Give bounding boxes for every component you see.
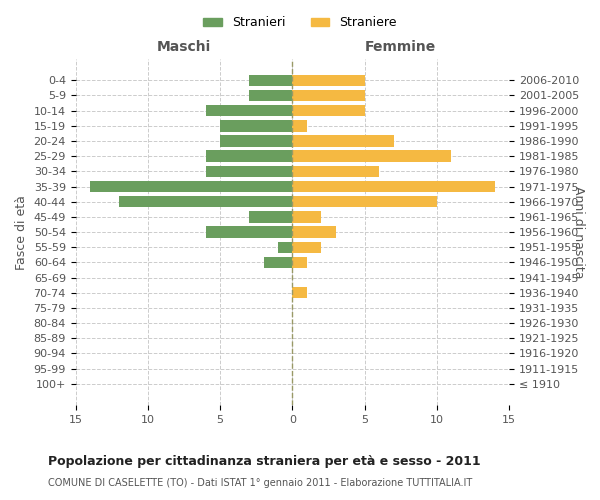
- Bar: [220, 120, 292, 132]
- Bar: [292, 136, 394, 146]
- Bar: [292, 196, 437, 207]
- Text: COMUNE DI CASELETTE (TO) - Dati ISTAT 1° gennaio 2011 - Elaborazione TUTTITALIA.: COMUNE DI CASELETTE (TO) - Dati ISTAT 1°…: [48, 478, 472, 488]
- Bar: [206, 105, 292, 117]
- Bar: [220, 136, 292, 146]
- Bar: [206, 226, 292, 238]
- Bar: [292, 211, 322, 222]
- Bar: [292, 256, 307, 268]
- Bar: [292, 90, 365, 101]
- Bar: [249, 211, 292, 222]
- Bar: [249, 90, 292, 101]
- Bar: [292, 181, 495, 192]
- Y-axis label: Fasce di età: Fasce di età: [15, 194, 28, 270]
- Y-axis label: Anni di nascita: Anni di nascita: [572, 186, 585, 278]
- Bar: [292, 166, 379, 177]
- Bar: [292, 105, 365, 117]
- Bar: [206, 166, 292, 177]
- Bar: [206, 150, 292, 162]
- Bar: [249, 74, 292, 86]
- Text: Maschi: Maschi: [157, 40, 211, 54]
- Text: Femmine: Femmine: [365, 40, 436, 54]
- Bar: [292, 226, 336, 238]
- Bar: [90, 181, 292, 192]
- Text: Popolazione per cittadinanza straniera per età e sesso - 2011: Popolazione per cittadinanza straniera p…: [48, 455, 481, 468]
- Bar: [278, 242, 292, 253]
- Bar: [292, 150, 451, 162]
- Bar: [263, 256, 292, 268]
- Bar: [292, 120, 307, 132]
- Bar: [292, 287, 307, 298]
- Bar: [292, 242, 322, 253]
- Bar: [292, 74, 365, 86]
- Bar: [119, 196, 292, 207]
- Legend: Stranieri, Straniere: Stranieri, Straniere: [198, 11, 402, 34]
